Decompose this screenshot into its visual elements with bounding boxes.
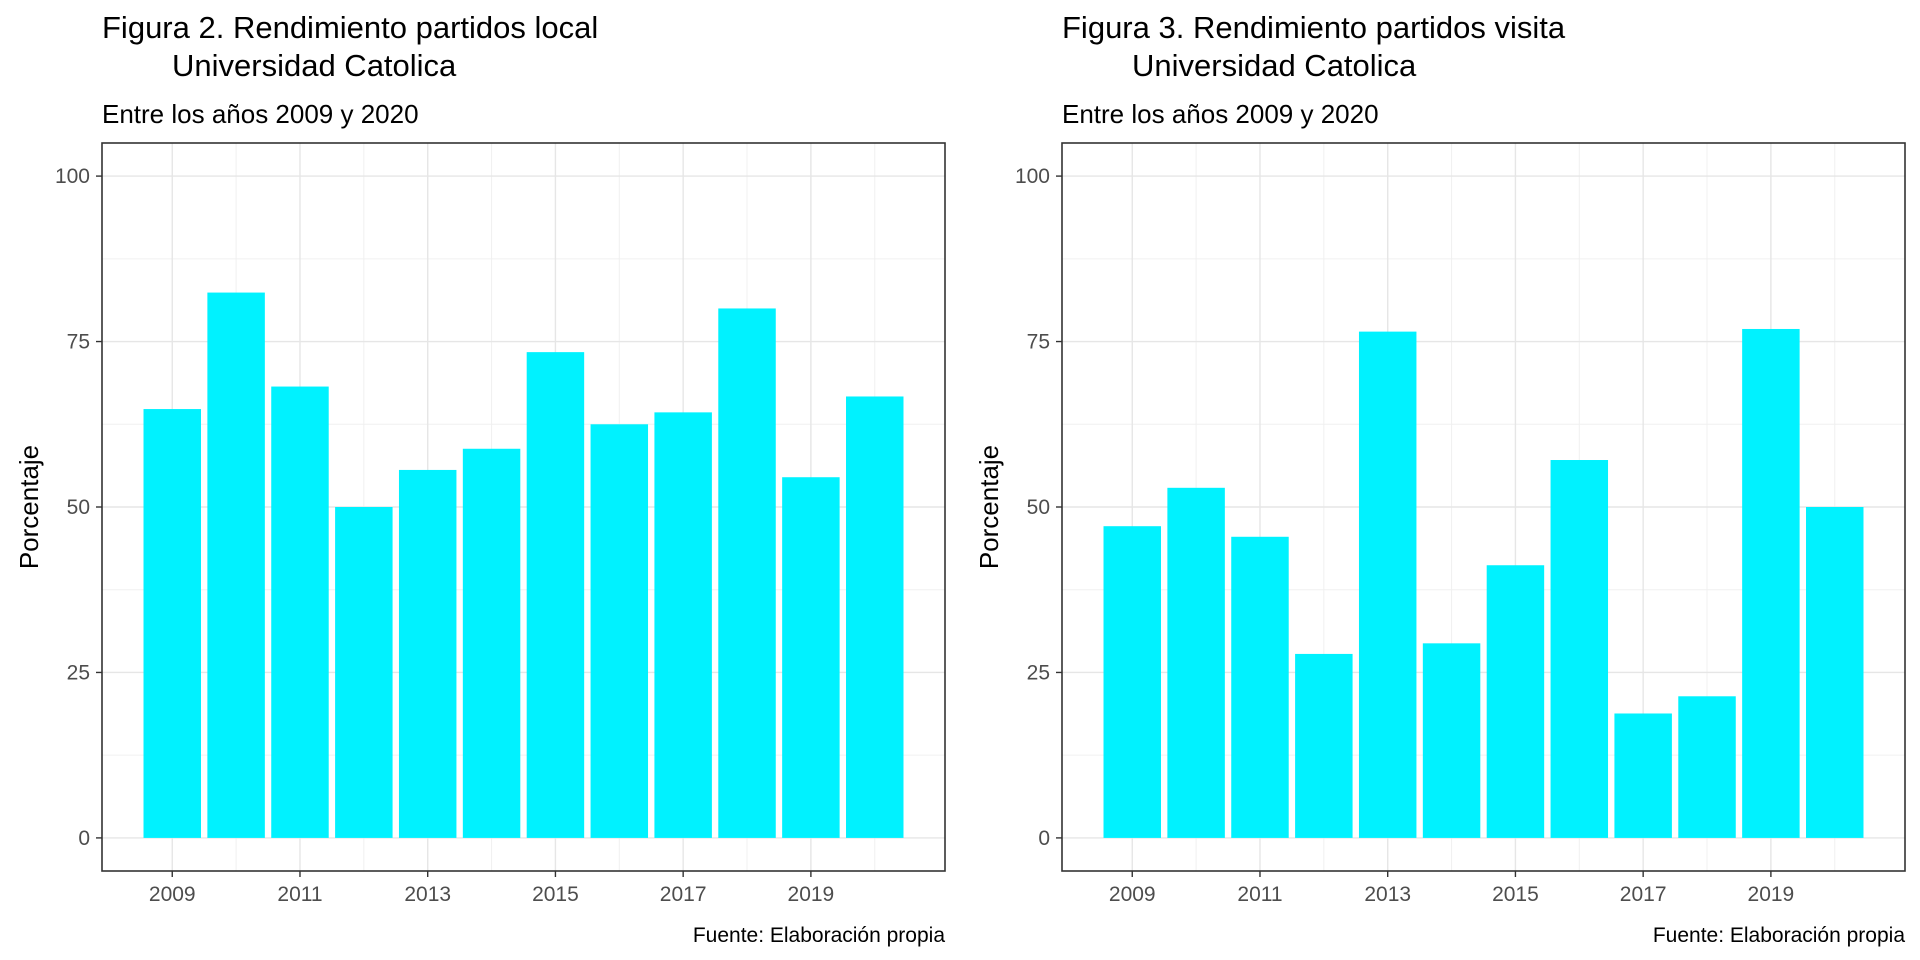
chart-title-line2: Universidad Catolica [172, 48, 457, 83]
bar-2011 [1231, 536, 1289, 838]
bar-2015 [526, 352, 585, 838]
chart-caption: Fuente: Elaboración propia [693, 924, 945, 947]
bar-2012 [335, 507, 393, 838]
x-tick-label: 2019 [1748, 883, 1795, 906]
bar-2017 [654, 412, 712, 838]
bar-2009 [143, 409, 201, 838]
chart-title-line1: Figura 2. Rendimiento partidos local [102, 10, 598, 45]
bar-2020 [1806, 507, 1864, 838]
chart-title-line2: Universidad Catolica [1132, 48, 1417, 83]
bar-2015 [1486, 565, 1545, 838]
bar-2019 [782, 477, 840, 838]
y-tick-label: 75 [67, 331, 90, 354]
bar-2013 [398, 469, 457, 838]
x-tick-label: 2013 [404, 883, 451, 906]
bar-2014 [1422, 643, 1481, 838]
y-axis-label: Porcentaje [974, 445, 1004, 569]
bar-2016 [590, 424, 649, 838]
chart-title-line1: Figura 3. Rendimiento partidos visita [1062, 10, 1566, 45]
x-tick-label: 2011 [277, 883, 322, 906]
y-tick-label: 25 [1027, 661, 1050, 684]
x-tick-label: 2009 [1109, 883, 1156, 906]
chart-visita: Figura 3. Rendimiento partidos visita Un… [974, 10, 1906, 947]
y-tick-label: 100 [1015, 165, 1050, 188]
bar-2018 [718, 308, 776, 838]
bar-2009 [1103, 526, 1161, 838]
x-tick-label: 2017 [660, 883, 707, 906]
bar-2013 [1358, 331, 1417, 838]
bar-2019 [1742, 328, 1800, 838]
y-tick-label: 25 [67, 661, 90, 684]
bar-2010 [1167, 487, 1225, 838]
x-tick-label: 2015 [1492, 883, 1539, 906]
y-tick-label: 100 [55, 165, 90, 188]
chart-caption: Fuente: Elaboración propia [1653, 924, 1905, 947]
bar-2010 [207, 292, 265, 838]
x-tick-label: 2015 [532, 883, 579, 906]
x-tick-label: 2019 [788, 883, 835, 906]
y-tick-label: 75 [1027, 331, 1050, 354]
y-axis-label: Porcentaje [14, 445, 44, 569]
bar-2016 [1550, 460, 1609, 838]
bar-2014 [462, 448, 521, 838]
bar-2017 [1614, 713, 1672, 838]
x-tick-label: 2017 [1620, 883, 1667, 906]
x-tick-label: 2009 [149, 883, 196, 906]
chart-subtitle: Entre los años 2009 y 2020 [1062, 99, 1379, 129]
chart-subtitle: Entre los años 2009 y 2020 [102, 99, 419, 129]
bar-2011 [271, 386, 329, 838]
plot-area: 0 25 50 75 100 2009 2011 2013 2015 2017 2019 [55, 142, 946, 906]
bar-2020 [846, 396, 904, 838]
y-tick-label: 50 [67, 496, 90, 519]
plot-area: 0 25 50 75 100 2009 2011 2013 2015 2017 2019 [1015, 142, 1906, 906]
y-tick-label: 0 [1038, 827, 1050, 850]
y-tick-label: 50 [1027, 496, 1050, 519]
x-tick-label: 2011 [1237, 883, 1282, 906]
bar-2012 [1295, 653, 1353, 838]
chart-local: Figura 2. Rendimiento partidos local Uni… [14, 10, 946, 947]
x-tick-label: 2013 [1364, 883, 1411, 906]
bar-2018 [1678, 696, 1736, 838]
y-tick-label: 0 [78, 827, 90, 850]
